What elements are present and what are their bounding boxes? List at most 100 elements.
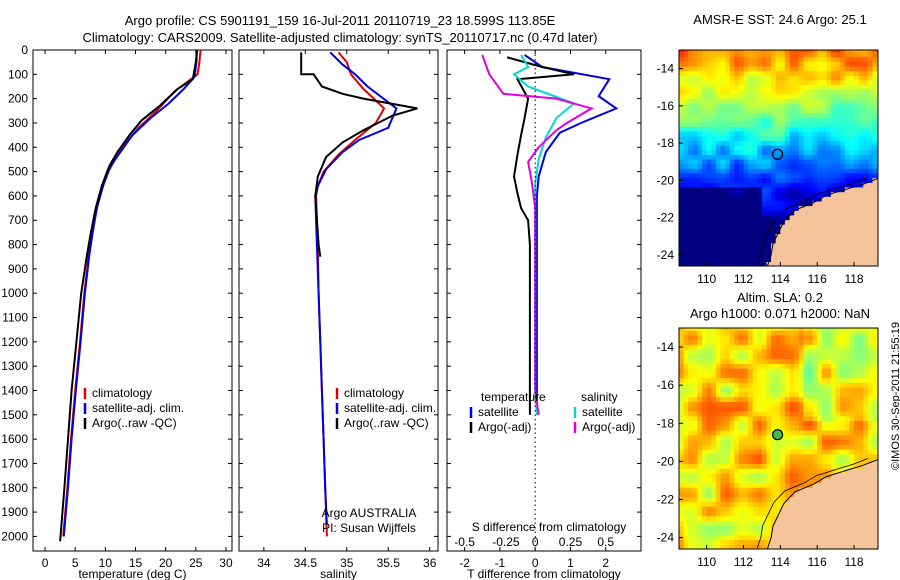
y-tick-label: 1700 [1,456,28,470]
sst-map-title: AMSR-E SST: 24.6 Argo: 25.1 [693,12,867,27]
x-tick-label: 2 [602,556,609,570]
y-tick-label: 700 [8,213,28,227]
annotation-line2: PI: Susan Wijffels [322,521,416,535]
y-tick-label: -18 [657,136,675,150]
y-tick-label: 0 [21,43,28,57]
x-tick-label: 20 [159,556,173,570]
x-tick-label: 0 [532,556,539,570]
y-tick-label: 1500 [1,408,28,422]
s-tick-label: 0.25 [559,535,583,549]
y-tick-label: 900 [8,262,28,276]
x-tick-label: 114 [771,272,790,286]
shelf-contour [756,458,869,549]
legend-group-title: salinity [581,390,618,404]
y-tick-label: -18 [657,416,675,430]
legend-label: satellite [478,405,519,419]
x-tick-label: 112 [734,272,753,286]
x-tick-label: -2 [459,556,470,570]
map-field [679,328,878,549]
y-tick-label: -22 [657,211,675,225]
shelf-contour [756,177,869,266]
y-tick-label: 200 [8,92,28,106]
coastline [766,459,878,549]
annotation-line1: Argo AUSTRALIA [322,506,417,520]
series-line-argo-raw-qc- [300,52,418,257]
x-axis-label: T difference from climatology [467,567,621,580]
panel-temperature: 0 5 10 15 20 25 300100200300400500600700800900… [1,43,233,580]
y-tick-label: -16 [657,378,675,392]
s-tick-label: -0.25 [492,535,520,549]
y-tick-label: -22 [657,492,675,506]
x-tick-label: 1 [567,556,574,570]
y-tick-label: -24 [657,531,675,545]
series-line-satellite [524,54,619,415]
argo-position-marker [771,429,784,441]
y-tick-label: 600 [8,189,28,203]
y-tick-label: 1400 [1,383,28,397]
y-tick-label: 1200 [1,335,28,349]
x-tick-label: 110 [697,272,716,286]
x-tick-label: 116 [808,272,827,286]
x-axis-label: temperature (deg C) [78,567,186,580]
series-line-argo-raw-qc- [59,49,198,542]
x-tick-label: 10 [99,556,113,570]
y-tick-label: 500 [8,165,28,179]
y-tick-label: -20 [657,454,675,468]
legend-label: satellite-adj. clim. [92,401,184,415]
x-tick-label: 30 [219,556,233,570]
x-tick-label: 34 [257,556,271,570]
map-sla_map: 110 112 114 116 118 -14 -16 -18 -20 -22 -24 [657,327,879,569]
y-tick-label: -20 [657,173,675,187]
argo-position-marker [771,148,784,160]
coastline [766,178,878,266]
s-tick-label: -0.5 [454,535,475,549]
y-tick-label: 1900 [1,505,28,519]
x-tick-label: 112 [734,555,753,569]
series-line-argo-adj- [506,56,575,415]
panel-differences: -2 -1 0 1 2T difference from climatology [446,49,642,580]
y-tick-label: 1600 [1,432,28,446]
y-tick-label: 300 [8,116,28,130]
legend-label: Argo(..raw -QC) [92,416,177,430]
series-line-climatology [62,49,202,537]
x-tick-label: 5 [72,556,79,570]
panel-frame [32,49,233,552]
y-tick-label: 2000 [1,529,28,543]
y-tick-label: -14 [657,62,675,76]
y-tick-label: 1300 [1,359,28,373]
x-tick-label: 15 [129,556,143,570]
legend-label: Argo(-adj) [582,420,635,434]
x-tick-label: 114 [771,555,790,569]
x-tick-label: 36 [423,556,437,570]
x-tick-label: -1 [495,556,506,570]
series-line-satellite-adj-clim- [62,49,198,537]
s-tick-label: 0 [532,535,539,549]
panel-salinity: 34 34.5 35 35.5 36 salinity [238,49,439,580]
y-tick-label: -14 [657,340,675,354]
legend-label: Argo(-adj) [478,420,531,434]
x-tick-label: 0 [42,556,49,570]
series-line-argo-adj- [481,54,595,415]
legend-label: satellite-adj. clim. [344,401,436,415]
x-tick-label: 34.5 [294,556,318,570]
map-frame [678,327,879,550]
y-tick-label: -24 [657,248,675,262]
map-sst_map: 110 112 114 116 118 -14 -16 -18 -20 -22 -24 [657,49,879,286]
x-tick-label: 118 [844,555,863,569]
legend-label: climatology [92,386,152,400]
figure-title-line1: Argo profile: CS 5901191_159 16-Jul-2011… [124,13,556,28]
series-line-satellite [512,54,576,415]
figure-title-line2: Climatology: CARS2009. Satellite-adjuste… [82,30,598,45]
y-tick-label: 400 [8,140,28,154]
y-tick-label: 1800 [1,481,28,495]
map-frame [678,49,879,267]
x-tick-label: 25 [189,556,203,570]
panel-frame [446,49,642,552]
x-axis-label: salinity [320,567,357,580]
y-tick-label: 100 [8,67,28,81]
y-tick-label: 800 [8,238,28,252]
x-tick-label: 118 [844,272,863,286]
x-tick-label: 35.5 [377,556,401,570]
legend-label: climatology [344,386,404,400]
